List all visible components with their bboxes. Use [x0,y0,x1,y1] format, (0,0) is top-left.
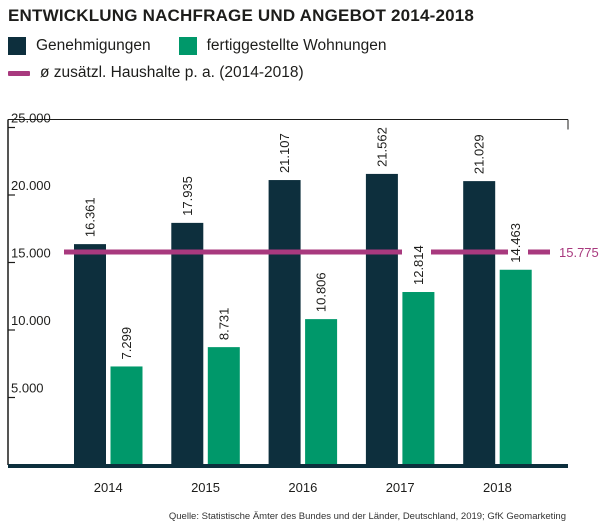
y-tick-label: 5.000 [11,381,44,396]
bar-genehmigungen [268,180,301,466]
legend-item-haushalte: ø zusätzl. Haushalte p. a. (2014-2018) [8,64,304,82]
data-label-genehmigungen: 21.029 [472,134,487,174]
x-tick-label: 2018 [483,480,512,495]
chart-title: ENTWICKLUNG NACHFRAGE UND ANGEBOT 2014-2… [8,6,475,25]
reference-line-label: 15.775 [559,245,599,260]
legend-swatch-genehmigungen [8,37,26,55]
y-tick-label: 25.000 [11,111,51,126]
x-tick-label: 2014 [94,480,123,495]
legend-swatch-haushalte [8,70,30,76]
source-note: Quelle: Statistische Ämter des Bundes un… [168,511,566,522]
bar-genehmigungen [74,244,106,465]
legend-swatch-fertiggestellt [178,37,197,55]
bar-fertiggestellt [110,366,143,465]
data-label-genehmigungen: 16.361 [83,197,98,237]
y-tick-label: 15.000 [11,246,51,261]
x-tick-label: 2016 [288,480,317,495]
legend-label-genehmigungen: Genehmigungen [36,37,151,54]
bar-genehmigungen [365,173,398,465]
legend-item-genehmigungen: Genehmigungen [8,37,151,55]
legend-label-haushalte: ø zusätzl. Haushalte p. a. (2014-2018) [40,64,304,81]
legend-row-1: Genehmigungen fertiggestellte Wohnungen [8,37,414,55]
data-label-genehmigungen: 17.935 [180,176,195,216]
x-tick-label: 2017 [386,480,415,495]
bar-fertiggestellt [499,269,532,465]
y-tick-label: 20.000 [11,178,51,193]
data-label-genehmigungen: 21.107 [277,133,292,173]
data-label-fertiggestellt: 14.463 [508,223,523,263]
data-label-fertiggestellt: 8.731 [216,308,231,341]
bar-fertiggestellt [402,292,435,465]
x-axis-baseline [8,464,568,468]
bar-genehmigungen [171,222,204,465]
bar-genehmigungen [463,181,496,465]
data-label-fertiggestellt: 10.806 [314,272,329,312]
data-label-genehmigungen: 21.562 [374,127,389,167]
data-label-fertiggestellt: 12.814 [411,245,426,285]
y-tick-label: 10.000 [11,313,51,328]
legend-item-fertiggestellt: fertiggestellte Wohnungen [178,37,387,55]
legend-row-2: ø zusätzl. Haushalte p. a. (2014-2018) [8,64,332,82]
x-tick-label: 2015 [191,480,220,495]
legend-label-fertiggestellt: fertiggestellte Wohnungen [206,37,387,54]
data-label-fertiggestellt: 7.299 [119,327,134,360]
bar-fertiggestellt [305,319,338,465]
bar-fertiggestellt [207,347,240,465]
